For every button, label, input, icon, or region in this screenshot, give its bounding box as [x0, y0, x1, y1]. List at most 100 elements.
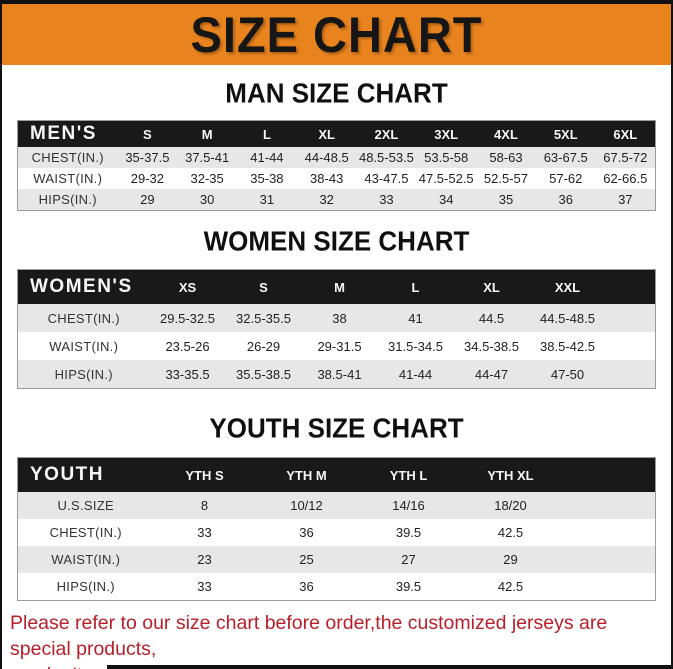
size-column-header: 3XL [434, 126, 459, 142]
value-cell: 57-62 [535, 168, 596, 189]
women-size-table: WOMEN'S XS S M L XL XXL CHEST(IN.) 29.5-32.5 32.5… [17, 269, 656, 389]
size-column-header: 5XL [553, 126, 578, 142]
value-cell: 38-43 [296, 168, 357, 189]
size-column-header: 4XL [494, 126, 518, 142]
value-cell: 33 [356, 189, 417, 211]
value-cell: 8 [153, 492, 256, 519]
row-label-cell: HIPS(IN.) [17, 360, 150, 389]
value-cell: 32 [296, 189, 357, 211]
value-cell: 36 [535, 189, 596, 211]
value-cell: 38 [301, 304, 378, 332]
row-label-cell: WAIST(IN.) [17, 546, 154, 573]
value-cell: 35-38 [237, 168, 297, 189]
size-column-header: S [143, 126, 152, 142]
man-section-title: MAN SIZE CHART [225, 77, 448, 109]
table-row: HIPS(IN.) 33-35.5 35.5-38.5 38.5-41 41-44 44-… [17, 360, 656, 389]
value-cell: 44-48.5 [296, 147, 357, 168]
row-label-cell: WAIST(IN.) [17, 168, 118, 189]
size-column-header: 6XL [613, 126, 638, 142]
table-row: CHEST(IN.) 33 36 39.5 42.5 [17, 519, 656, 546]
value-cell: 42.5 [459, 519, 562, 546]
value-cell: 67.5-72 [595, 147, 656, 168]
row-label-cell: CHEST(IN.) [17, 304, 150, 332]
value-cell: 37 [595, 189, 656, 211]
bottom-black-bar [107, 665, 671, 669]
value-cell: 58-63 [476, 147, 536, 168]
value-cell: 25 [255, 546, 358, 573]
women-section-title: WOMEN SIZE CHART [203, 225, 470, 257]
spacer-cell [605, 304, 656, 332]
spacer-cell [561, 573, 656, 601]
value-cell: 41-44 [237, 147, 297, 168]
value-cell: 29-31.5 [301, 332, 378, 360]
row-label-cell: HIPS(IN.) [17, 189, 118, 211]
value-cell: 47.5-52.5 [416, 168, 477, 189]
value-cell: 38.5-41 [301, 360, 378, 389]
value-cell: 33 [153, 573, 256, 601]
value-cell: 33 [153, 519, 256, 546]
table-row: WAIST(IN.) 29-32 32-35 35-38 38-43 43-47.5 47.… [17, 168, 656, 189]
youth-section-title: YOUTH SIZE CHART [209, 412, 464, 444]
size-column-header: YTH M [286, 467, 327, 483]
value-cell: 39.5 [357, 573, 460, 601]
value-cell: 38.5-42.5 [529, 332, 606, 360]
value-cell: 35.5-38.5 [225, 360, 302, 389]
value-cell: 18/20 [459, 492, 562, 519]
value-cell: 62-66.5 [595, 168, 656, 189]
value-cell: 10/12 [255, 492, 358, 519]
table-row: HIPS(IN.) 29 30 31 32 33 34 35 36 37 [17, 189, 656, 211]
value-cell: 39.5 [357, 519, 460, 546]
size-column-header: YTH XL [487, 467, 534, 483]
size-column-header: XXL [554, 279, 581, 295]
size-column-header: M [201, 126, 213, 142]
value-cell: 52.5-57 [476, 168, 536, 189]
spacer-cell [561, 492, 656, 519]
row-label-cell: WAIST(IN.) [17, 332, 150, 360]
value-cell: 30 [177, 189, 238, 211]
value-cell: 37.5-41 [177, 147, 238, 168]
table-brand-cell: MEN'S [30, 123, 97, 144]
value-cell: 53.5-58 [416, 147, 477, 168]
table-brand-cell: YOUTH [30, 464, 104, 485]
spacer-cell [605, 332, 656, 360]
value-cell: 63-67.5 [535, 147, 596, 168]
spacer-cell [562, 458, 656, 493]
size-column-header: M [334, 279, 345, 295]
value-cell: 32-35 [177, 168, 238, 189]
size-column-header: L [411, 279, 420, 295]
value-cell: 29 [459, 546, 562, 573]
size-column-header: XL [483, 279, 500, 295]
table-row: CHEST(IN.) 35-37.5 37.5-41 41-44 44-48.5 48.5… [17, 147, 656, 168]
value-cell: 43-47.5 [356, 168, 417, 189]
value-cell: 23 [153, 546, 256, 573]
value-cell: 47-50 [529, 360, 606, 389]
row-label-cell: CHEST(IN.) [17, 519, 154, 546]
value-cell: 31 [237, 189, 297, 211]
row-label-cell: U.S.SIZE [17, 492, 154, 519]
value-cell: 27 [357, 546, 460, 573]
value-cell: 26-29 [225, 332, 302, 360]
value-cell: 34 [416, 189, 477, 211]
value-cell: 34.5-38.5 [453, 332, 530, 360]
value-cell: 29-32 [117, 168, 178, 189]
size-column-header: YTH S [185, 467, 224, 483]
table-row: HIPS(IN.) 33 36 39.5 42.5 [17, 573, 656, 601]
size-column-header: 2XL [374, 126, 399, 142]
table-row: WAIST(IN.) 23.5-26 26-29 29-31.5 31.5-34.5 34… [17, 332, 656, 360]
top-black-bar [2, 0, 671, 4]
value-cell: 41-44 [377, 360, 454, 389]
size-column-header: XS [178, 279, 197, 295]
value-cell: 44.5-48.5 [529, 304, 606, 332]
value-cell: 44.5 [453, 304, 530, 332]
value-cell: 31.5-34.5 [377, 332, 454, 360]
row-label-cell: CHEST(IN.) [17, 147, 118, 168]
table-row: CHEST(IN.) 29.5-32.5 32.5-35.5 38 41 44.5 44.5… [17, 304, 656, 332]
value-cell: 42.5 [459, 573, 562, 601]
page-title: SIZE CHART [190, 6, 483, 63]
value-cell: 48.5-53.5 [356, 147, 417, 168]
spacer-cell [561, 519, 656, 546]
table-row: U.S.SIZE 8 10/12 14/16 18/20 [17, 492, 656, 519]
spacer-cell [605, 360, 656, 389]
size-column-header: XL [318, 126, 335, 142]
value-cell: 36 [255, 573, 358, 601]
